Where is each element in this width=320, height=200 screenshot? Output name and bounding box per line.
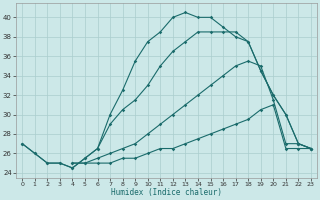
X-axis label: Humidex (Indice chaleur): Humidex (Indice chaleur) bbox=[111, 188, 222, 197]
